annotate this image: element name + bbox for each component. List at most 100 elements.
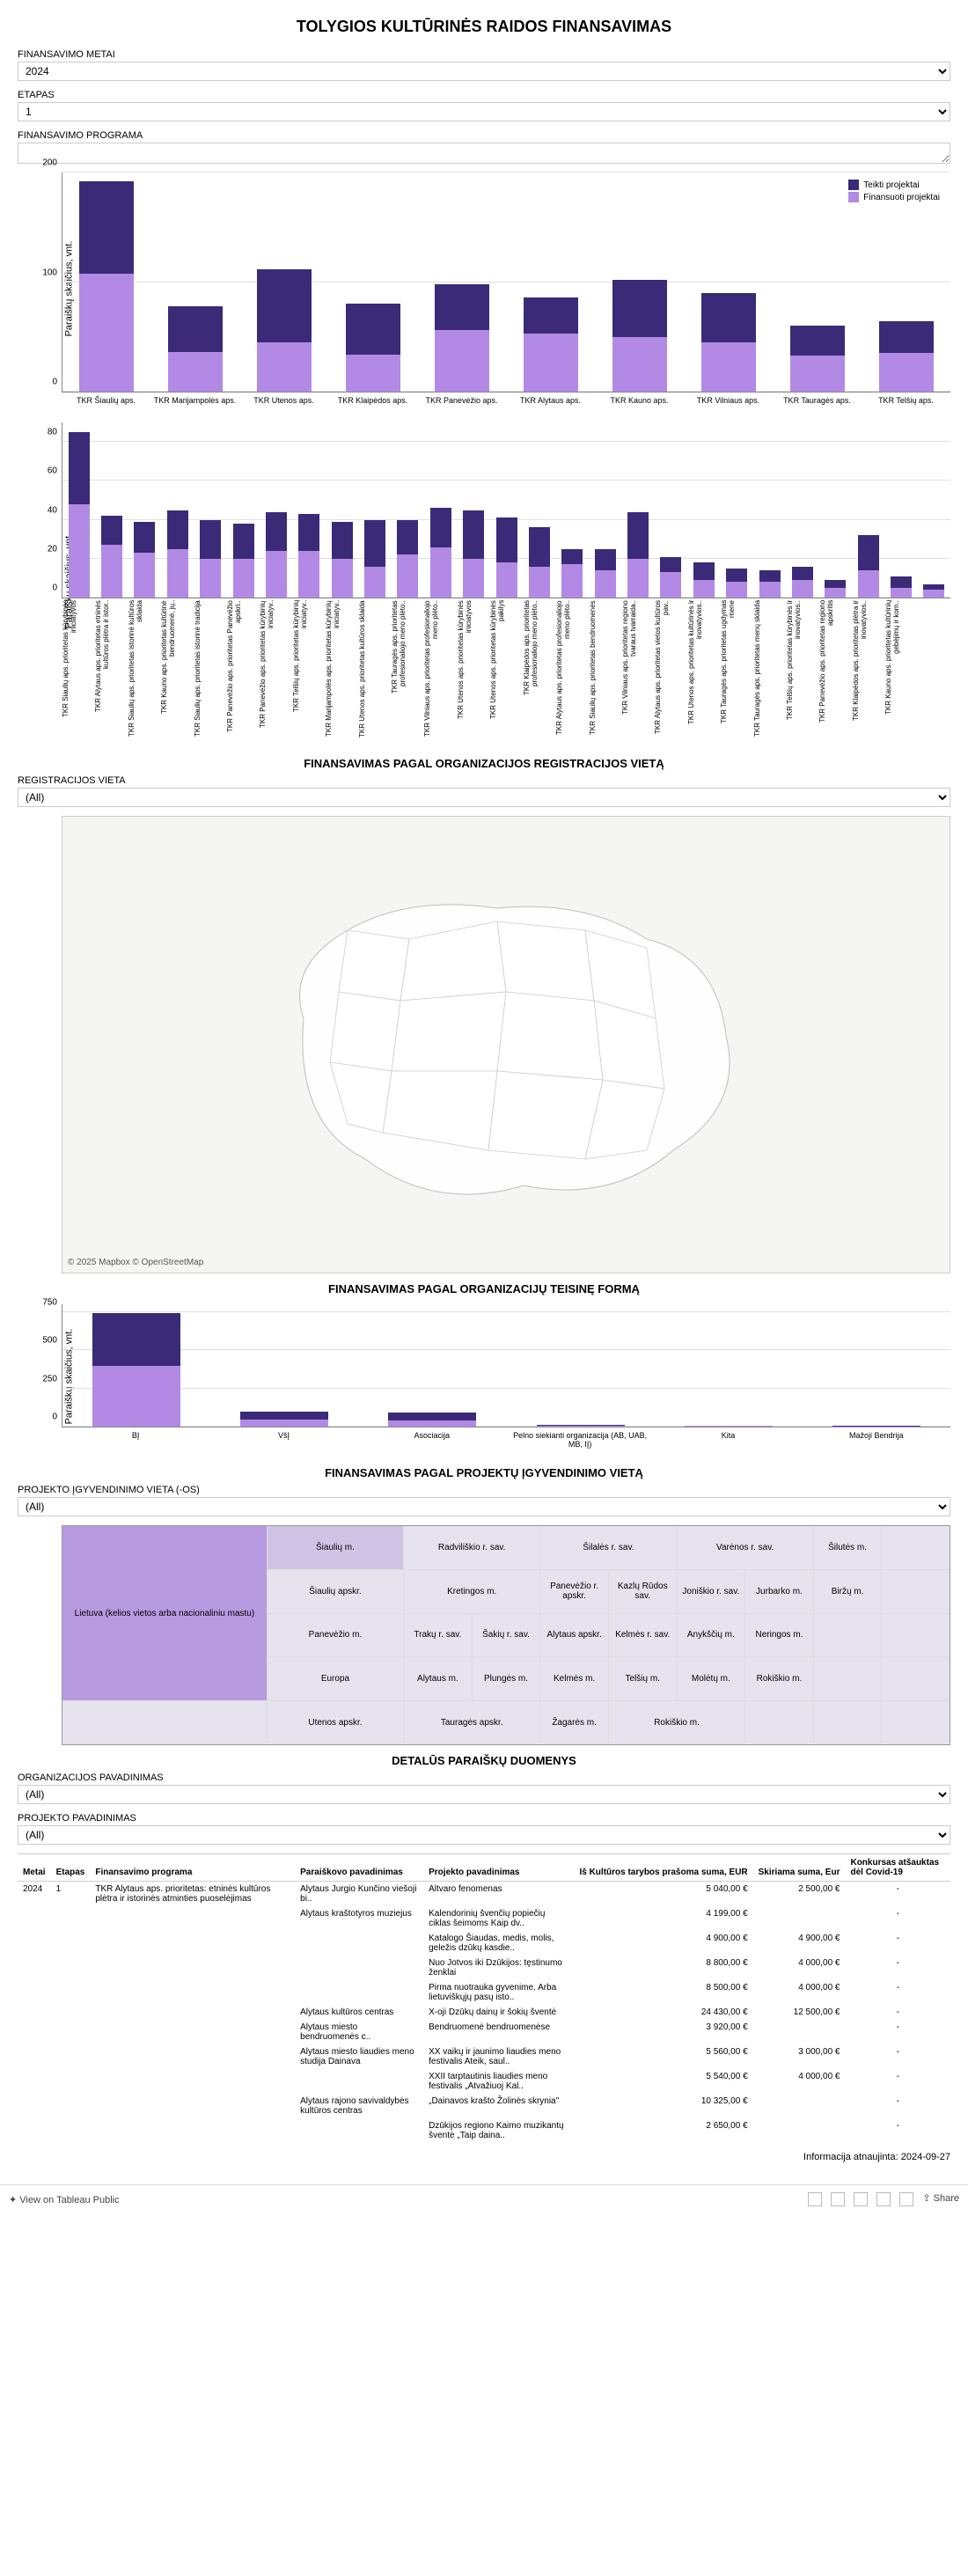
table-row[interactable]: Nuo Jotvos iki Dzūkijos: tęstinumo ženkl… <box>18 1956 950 1980</box>
bar[interactable] <box>332 522 353 598</box>
table-row[interactable]: Alytaus kultūros centrasX-oji Dzūkų dain… <box>18 2005 950 2020</box>
treemap-cell[interactable] <box>814 1614 882 1657</box>
treemap-cell[interactable]: Alytaus apskr. <box>540 1614 608 1657</box>
table-row[interactable]: Dzūkijos regiono Kaimo muzikantų šventė … <box>18 2118 950 2143</box>
treemap-cell[interactable]: Utenos apskr. <box>268 1701 403 1744</box>
bar[interactable] <box>92 1313 180 1427</box>
bar[interactable] <box>388 1413 476 1427</box>
bar[interactable] <box>529 527 550 598</box>
treemap-cell[interactable]: Anykščių m. <box>678 1614 745 1657</box>
table-row[interactable]: Alytaus miesto bendruomenės c..Bendruome… <box>18 2020 950 2044</box>
bar[interactable] <box>923 584 944 598</box>
treemap-cell[interactable]: Radviliškio r. sav. <box>404 1526 539 1569</box>
treemap-cell[interactable]: Lietuva (kelios vietos arba nacionaliniu… <box>62 1526 267 1700</box>
treemap-cell[interactable] <box>745 1701 813 1744</box>
treemap-cell[interactable]: Europa <box>268 1657 403 1700</box>
bar[interactable] <box>726 569 747 598</box>
treemap-cell[interactable]: Alytaus m. <box>404 1657 472 1700</box>
view-on-tableau[interactable]: ✦ View on Tableau Public <box>9 2194 120 2205</box>
bar[interactable] <box>790 326 845 392</box>
reset-icon[interactable] <box>854 2192 868 2206</box>
bar[interactable] <box>792 567 813 598</box>
treemap-cell[interactable]: Rokiškio m. <box>609 1701 744 1744</box>
treemap-cell[interactable]: Kelmės m. <box>540 1657 608 1700</box>
treemap-cell[interactable]: Šiaulių apskr. <box>268 1570 403 1613</box>
bar[interactable] <box>168 306 223 392</box>
table-row[interactable]: XXII tarptautinis liaudies meno festival… <box>18 2069 950 2094</box>
treemap[interactable]: Lietuva (kelios vietos arba nacionaliniu… <box>62 1525 950 1745</box>
bar[interactable] <box>595 549 616 598</box>
treemap-cell[interactable]: Kelmės r. sav. <box>609 1614 677 1657</box>
bar[interactable] <box>435 284 489 392</box>
bar[interactable] <box>524 297 578 392</box>
bar[interactable] <box>701 293 756 392</box>
treemap-cell[interactable] <box>814 1657 882 1700</box>
treemap-cell[interactable] <box>62 1701 267 1744</box>
bar[interactable] <box>891 576 912 598</box>
bar[interactable] <box>364 520 385 598</box>
bar[interactable] <box>825 580 846 598</box>
bar[interactable] <box>257 269 312 392</box>
bar[interactable] <box>561 549 583 598</box>
redo-icon[interactable] <box>831 2192 845 2206</box>
bar[interactable] <box>463 510 484 598</box>
bar[interactable] <box>233 524 254 598</box>
bar[interactable] <box>832 1426 920 1427</box>
bar[interactable] <box>167 510 188 598</box>
treemap-cell[interactable]: Jurbarko m. <box>745 1570 813 1613</box>
bar[interactable] <box>693 562 715 598</box>
org-name-select[interactable]: (All) <box>18 1785 950 1804</box>
bar[interactable] <box>496 517 517 598</box>
treemap-cell[interactable]: Tauragės apskr. <box>404 1701 539 1744</box>
bar[interactable] <box>759 570 781 598</box>
program-input[interactable] <box>18 143 950 164</box>
bar[interactable] <box>397 520 418 598</box>
treemap-cell[interactable]: Žagarės m. <box>540 1701 608 1744</box>
treemap-cell[interactable]: Kazlų Rūdos sav. <box>609 1570 677 1613</box>
bar[interactable] <box>298 514 319 598</box>
treemap-cell[interactable] <box>814 1701 882 1744</box>
treemap-cell[interactable]: Neringos m. <box>745 1614 813 1657</box>
bar[interactable] <box>240 1412 328 1427</box>
treemap-cell[interactable]: Molėtų m. <box>678 1657 745 1700</box>
undo-icon[interactable] <box>808 2192 822 2206</box>
treemap-cell[interactable]: Šilutės m. <box>814 1526 882 1569</box>
treemap-cell[interactable]: Plungės m. <box>473 1657 540 1700</box>
treemap-cell[interactable]: Biržų m. <box>814 1570 882 1613</box>
year-select[interactable]: 2024 <box>18 62 950 81</box>
treemap-cell[interactable]: Varėnos r. sav. <box>678 1526 813 1569</box>
bar[interactable] <box>101 516 122 598</box>
treemap-cell[interactable]: Šilalės r. sav. <box>540 1526 676 1569</box>
treemap-cell[interactable] <box>882 1657 950 1700</box>
bar[interactable] <box>346 304 400 392</box>
treemap-cell[interactable]: Šakių r. sav. <box>473 1614 540 1657</box>
table-row[interactable]: Pirma nuotrauka gyvenime. Arba lietuvišk… <box>18 1980 950 2005</box>
bar[interactable] <box>537 1425 625 1427</box>
table-row[interactable]: Alytaus kraštotyros muziejusKalendorinių… <box>18 1906 950 1931</box>
bar[interactable] <box>858 535 879 598</box>
bar[interactable] <box>627 512 649 598</box>
share-button[interactable]: ⇪ Share <box>922 2192 959 2206</box>
treemap-cell[interactable]: Šiaulių m. <box>268 1526 403 1569</box>
table-row[interactable]: Alytaus rajono savivaldybės kultūros cen… <box>18 2094 950 2118</box>
bar[interactable] <box>430 508 451 598</box>
treemap-cell[interactable]: Panevėžio r. apskr. <box>540 1570 608 1613</box>
stage-select[interactable]: 1 <box>18 102 950 121</box>
bar[interactable] <box>200 520 221 598</box>
treemap-cell[interactable]: Telšių m. <box>609 1657 677 1700</box>
table-row[interactable]: Alytaus miesto liaudies meno studija Dai… <box>18 2044 950 2069</box>
table-row[interactable]: Katalogo Šiaudas, medis, molis, geležis … <box>18 1931 950 1956</box>
treemap-cell[interactable] <box>882 1570 950 1613</box>
treemap-cell[interactable]: Trakų r. sav. <box>404 1614 472 1657</box>
bar[interactable] <box>134 522 155 598</box>
bar[interactable] <box>79 181 134 392</box>
bar[interactable] <box>266 512 287 598</box>
reg-vieta-select[interactable]: (All) <box>18 788 950 807</box>
bar[interactable] <box>69 432 90 598</box>
treemap-cell[interactable]: Rokiškio m. <box>745 1657 813 1700</box>
bar[interactable] <box>879 321 934 392</box>
bar[interactable] <box>612 280 667 392</box>
download-icon[interactable] <box>876 2192 891 2206</box>
fullscreen-icon[interactable] <box>899 2192 913 2206</box>
treemap-cell[interactable]: Panevėžio m. <box>268 1614 403 1657</box>
